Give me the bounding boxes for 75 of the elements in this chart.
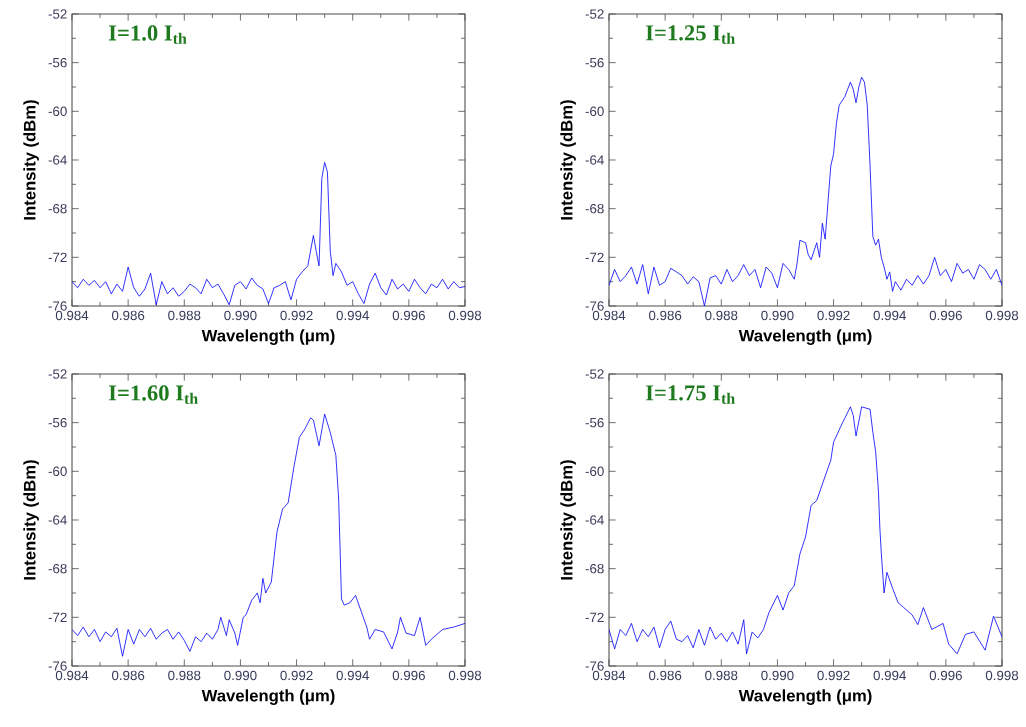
x-axis-title: Wavelength (μm) [201, 329, 335, 345]
chart-title: I=1.75 I$_{th}$ [645, 385, 735, 404]
y-axis-title: Intensity (dBm) [560, 460, 576, 580]
y-tick-label: -72 [48, 612, 67, 622]
y-tick-label: -60 [585, 466, 604, 477]
y-tick-label: -56 [48, 57, 67, 68]
y-tick-label: -60 [585, 106, 604, 117]
x-tick-label: 0.998 [448, 310, 482, 321]
chart-title: I=1.0 I$_{th}$ [108, 25, 187, 44]
y-tick-label: -52 [48, 369, 67, 379]
line-series [72, 413, 465, 657]
x-tick-label: 0.988 [168, 310, 201, 321]
x-tick-label: 0.990 [761, 670, 794, 681]
y-tick-label: -72 [48, 252, 67, 262]
line-series [609, 406, 1002, 655]
y-axis-title: Intensity (dBm) [560, 100, 576, 220]
y-tick-label: -76 [585, 301, 604, 311]
x-tick-label: 0.984 [592, 670, 626, 681]
y-tick-label: -52 [48, 9, 67, 19]
x-tick-label: 0.984 [55, 310, 89, 321]
x-tick-label: 0.998 [985, 310, 1019, 321]
y-tick-label: -56 [48, 417, 67, 428]
y-tick-label: -52 [585, 9, 604, 19]
x-axis-title: Wavelength (μm) [738, 689, 872, 705]
y-tick-label: -72 [585, 612, 604, 622]
x-tick-label: 0.988 [705, 670, 738, 681]
x-tick-label: 0.988 [168, 670, 201, 681]
y-tick-label: -64 [48, 515, 67, 525]
y-tick-label: -60 [48, 106, 67, 117]
x-tick-label: 0.994 [336, 310, 370, 321]
line-series [72, 162, 465, 306]
x-axis-title: Wavelength (μm) [201, 689, 335, 705]
x-tick-label: 0.984 [55, 670, 89, 681]
y-tick-label: -76 [48, 301, 67, 311]
y-tick-label: -72 [585, 252, 604, 262]
x-tick-label: 0.984 [592, 310, 626, 321]
x-axis-title: Wavelength (μm) [738, 329, 872, 345]
y-tick-label: -68 [48, 563, 67, 574]
y-tick-label: -68 [48, 203, 67, 214]
x-tick-label: 0.990 [224, 670, 257, 681]
x-tick-label: 0.986 [648, 310, 682, 321]
y-tick-label: -52 [585, 369, 604, 379]
x-tick-label: 0.992 [280, 670, 313, 681]
x-tick-label: 0.998 [985, 670, 1019, 681]
x-tick-label: 0.988 [705, 310, 738, 321]
y-tick-label: -76 [48, 661, 67, 671]
y-tick-label: -68 [585, 563, 604, 574]
x-tick-label: 0.994 [873, 670, 906, 681]
y-tick-label: -56 [585, 57, 604, 68]
y-tick-label: -76 [585, 661, 604, 671]
x-tick-label: 0.990 [224, 310, 257, 321]
y-tick-label: -64 [48, 155, 67, 165]
x-tick-label: 0.986 [111, 310, 145, 321]
y-axis-title: Intensity (dBm) [23, 460, 39, 580]
x-tick-label: 0.996 [392, 310, 425, 321]
x-tick-label: 0.998 [448, 670, 482, 681]
y-tick-label: -68 [585, 203, 604, 214]
y-tick-label: -60 [48, 466, 67, 477]
chart-title: I=1.25 I$_{th}$ [645, 25, 735, 44]
x-tick-label: 0.996 [929, 670, 962, 681]
y-tick-label: -64 [585, 155, 604, 165]
x-tick-label: 0.986 [111, 670, 145, 681]
x-tick-label: 0.992 [280, 310, 313, 321]
chart-title: I=1.60 I$_{th}$ [108, 385, 198, 404]
y-tick-label: -56 [585, 417, 604, 428]
x-tick-label: 0.996 [392, 670, 425, 681]
y-tick-label: -64 [585, 515, 604, 525]
x-tick-label: 0.992 [817, 310, 850, 321]
y-axis-title: Intensity (dBm) [23, 100, 39, 220]
x-tick-label: 0.996 [929, 310, 962, 321]
x-tick-label: 0.986 [648, 670, 682, 681]
x-tick-label: 0.990 [761, 310, 794, 321]
x-tick-label: 0.994 [336, 670, 370, 681]
x-tick-label: 0.994 [873, 310, 906, 321]
x-tick-label: 0.992 [817, 670, 850, 681]
